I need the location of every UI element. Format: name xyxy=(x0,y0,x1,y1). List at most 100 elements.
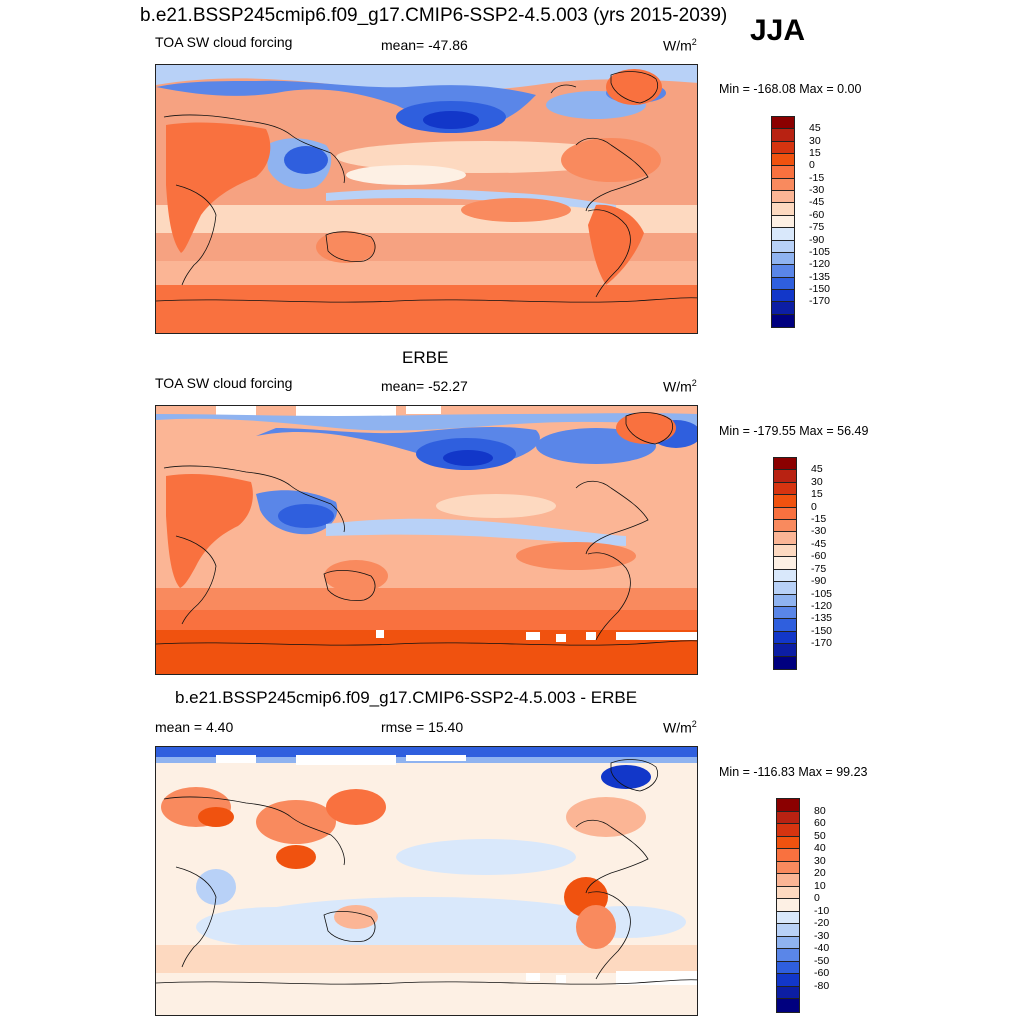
colorbar-swatch xyxy=(772,240,794,253)
colorbar-swatch xyxy=(774,631,796,645)
colorbar-swatch xyxy=(774,594,796,607)
colorbar-swatch xyxy=(777,861,799,875)
colorbar-swatch xyxy=(777,999,799,1012)
colorbar-swatch xyxy=(774,619,796,632)
panel3-mean-label: mean = 4.40 xyxy=(155,719,234,735)
colorbar-swatch xyxy=(774,569,796,583)
colorbar-tick-label: -45 xyxy=(809,196,825,209)
panel2-title: ERBE xyxy=(402,348,449,367)
figure-title: b.e21.BSSP245cmip6.f09_g17.CMIP6-SSP2-4.… xyxy=(140,5,728,26)
colorbar-swatch xyxy=(772,203,794,216)
colorbar-swatch xyxy=(777,799,799,812)
colorbar-swatch xyxy=(772,129,794,142)
colorbar-tick-label: 15 xyxy=(809,147,821,160)
colorbar-swatch xyxy=(774,458,796,471)
colorbar-tick-label: 80 xyxy=(814,804,826,817)
colorbar-tick-label: 20 xyxy=(814,867,826,880)
colorbar-tick-label: 0 xyxy=(809,159,815,172)
colorbar-tick-label: -170 xyxy=(809,295,831,308)
colorbar-tick-label: -120 xyxy=(811,599,833,612)
colorbar-swatch xyxy=(774,532,796,545)
colorbar-swatch xyxy=(774,557,796,570)
colorbar-tick-label: -135 xyxy=(811,612,833,625)
colorbar-swatch xyxy=(777,824,799,837)
colorbar-swatch xyxy=(772,141,794,155)
colorbar-swatch xyxy=(774,482,796,496)
colorbar-swatch xyxy=(777,974,799,987)
colorbar-tick-label: -150 xyxy=(811,624,833,637)
colorbar-tick-label: -50 xyxy=(814,954,830,967)
colorbar-swatch xyxy=(774,656,796,669)
colorbar-swatch xyxy=(777,911,799,925)
colorbar-swatch xyxy=(774,644,796,657)
panel1-units: W/m2 xyxy=(663,37,697,54)
panel2-colorbar xyxy=(773,457,797,670)
colorbar-tick-label: -75 xyxy=(809,221,825,234)
panel1-mean-label: mean= -47.86 xyxy=(381,37,468,53)
colorbar-tick-label: 0 xyxy=(814,892,820,905)
colorbar-swatch xyxy=(772,302,794,315)
colorbar-tick-label: 15 xyxy=(811,488,823,501)
colorbar-swatch xyxy=(777,936,799,950)
colorbar-tick-label: -90 xyxy=(809,233,825,246)
panel2-variable-label: TOA SW cloud forcing xyxy=(155,375,293,391)
panel2-minmax: Min = -179.55 Max = 56.49 xyxy=(719,424,869,438)
colorbar-swatch xyxy=(772,191,794,204)
colorbar-swatch xyxy=(772,252,794,266)
colorbar-tick-label: -20 xyxy=(814,917,830,930)
season-label: JJA xyxy=(750,14,806,47)
colorbar-swatch xyxy=(777,961,799,975)
colorbar-swatch xyxy=(772,178,794,192)
colorbar-tick-label: -105 xyxy=(809,245,831,258)
colorbar-swatch xyxy=(777,924,799,937)
colorbar-swatch xyxy=(774,470,796,483)
colorbar-tick-label: -60 xyxy=(809,208,825,221)
colorbar-swatch xyxy=(777,811,799,825)
colorbar-tick-label: -10 xyxy=(814,904,830,917)
colorbar-swatch xyxy=(772,166,794,179)
colorbar-swatch xyxy=(772,277,794,290)
colorbar-tick-label: -135 xyxy=(809,270,831,283)
colorbar-tick-label: 30 xyxy=(811,475,823,488)
panel3-rmse-label: rmse = 15.40 xyxy=(381,719,464,735)
panel3-colorbar xyxy=(776,798,800,1013)
colorbar-swatch xyxy=(774,495,796,508)
colorbar-tick-label: 60 xyxy=(814,817,826,830)
colorbar-tick-label: 45 xyxy=(811,463,823,476)
panel1-colorbar xyxy=(771,116,795,328)
colorbar-swatch xyxy=(772,265,794,278)
colorbar-tick-label: 10 xyxy=(814,879,826,892)
colorbar-tick-label: -170 xyxy=(811,637,833,650)
colorbar-tick-label: -60 xyxy=(811,550,827,563)
colorbar-tick-label: -150 xyxy=(809,282,831,295)
colorbar-tick-label: 0 xyxy=(811,500,817,513)
colorbar-tick-label: 45 xyxy=(809,122,821,135)
panel1-minmax: Min = -168.08 Max = 0.00 xyxy=(719,82,862,96)
colorbar-tick-label: -75 xyxy=(811,562,827,575)
panel3-map xyxy=(155,746,698,1016)
colorbar-tick-label: 50 xyxy=(814,829,826,842)
panel3-units: W/m2 xyxy=(663,719,697,736)
colorbar-tick-label: -80 xyxy=(814,979,830,992)
colorbar-tick-label: 30 xyxy=(809,134,821,147)
colorbar-tick-label: -90 xyxy=(811,575,827,588)
panel2-units: W/m2 xyxy=(663,378,697,395)
colorbar-swatch xyxy=(772,215,794,229)
colorbar-tick-label: 40 xyxy=(814,842,826,855)
panel3-minmax: Min = -116.83 Max = 99.23 xyxy=(719,765,868,779)
colorbar-tick-label: -45 xyxy=(811,537,827,550)
colorbar-tick-label: -60 xyxy=(814,967,830,980)
colorbar-swatch xyxy=(777,949,799,962)
colorbar-swatch xyxy=(774,507,796,521)
colorbar-swatch xyxy=(774,520,796,533)
colorbar-tick-label: 30 xyxy=(814,854,826,867)
colorbar-swatch xyxy=(774,582,796,595)
colorbar-swatch xyxy=(772,314,794,327)
panel2-map xyxy=(155,405,698,675)
colorbar-swatch xyxy=(772,289,794,303)
colorbar-tick-label: -30 xyxy=(811,525,827,538)
colorbar-swatch xyxy=(777,874,799,887)
colorbar-tick-label: -15 xyxy=(809,171,825,184)
colorbar-swatch xyxy=(777,836,799,850)
colorbar-swatch xyxy=(777,886,799,900)
